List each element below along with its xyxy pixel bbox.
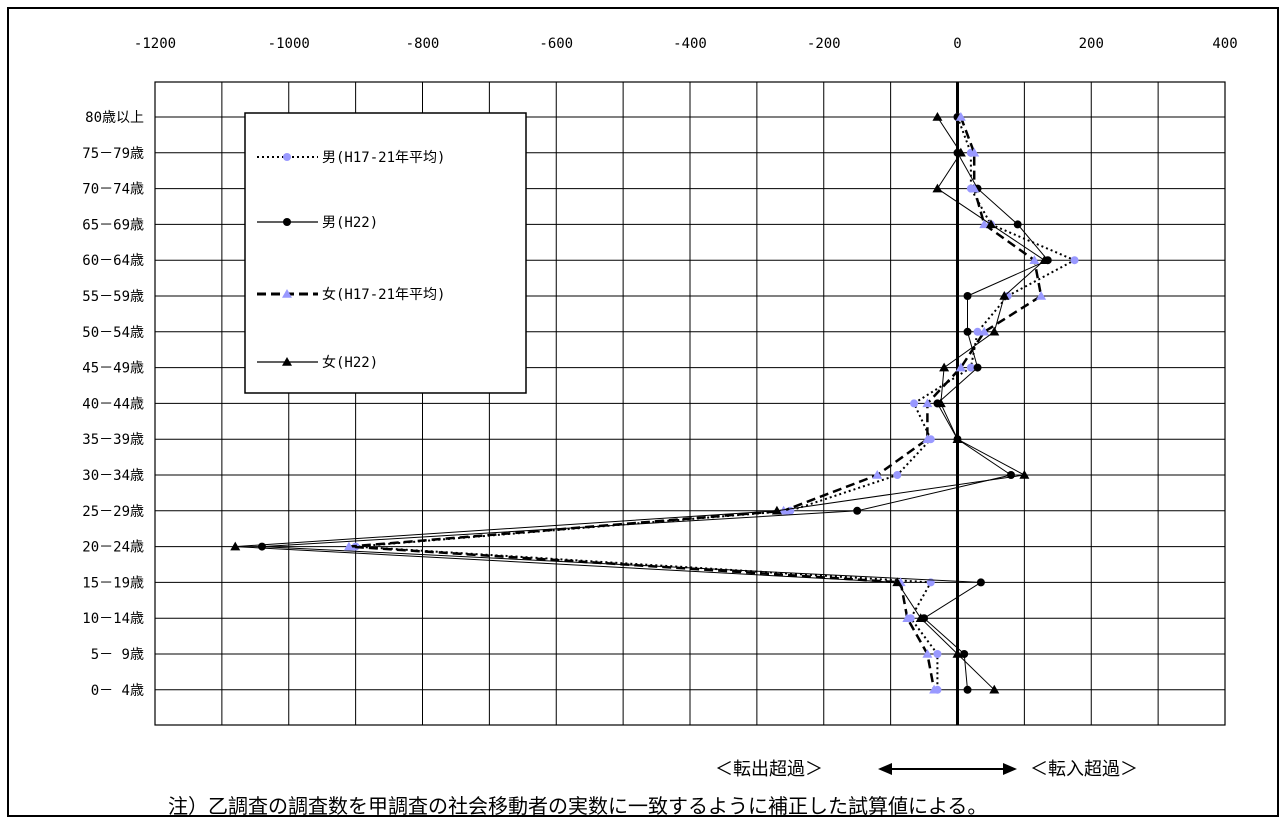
y-category-label: 60－64歳 (82, 253, 144, 269)
data-point (932, 112, 943, 121)
data-point (910, 399, 919, 408)
data-point (1039, 255, 1050, 264)
data-point (893, 471, 902, 479)
y-category-label: 40－44歳 (82, 396, 144, 412)
data-point (902, 613, 913, 622)
data-point (282, 289, 292, 298)
legend-label: 女(H22) (322, 354, 378, 371)
x-tick-label: -1000 (268, 36, 310, 52)
data-point (853, 506, 862, 515)
data-point (283, 218, 291, 226)
data-point (283, 153, 291, 161)
data-point (922, 398, 933, 408)
y-category-label: 75－79歳 (82, 146, 144, 162)
x-tick-label: 0 (953, 36, 961, 52)
axis-ticks: -1200 -1000 -800 -600 -400 -200 0 200 400 80歳以上 75… (82, 36, 1237, 699)
data-point (960, 650, 969, 658)
data-point (343, 541, 354, 551)
data-point (963, 685, 972, 694)
x-tick-label: -1200 (134, 36, 176, 52)
data-point (1019, 470, 1030, 479)
data-point (952, 649, 963, 658)
data-point (973, 327, 982, 336)
data-point (989, 684, 1000, 694)
data-point (989, 326, 1000, 336)
x-tick-label: -400 (673, 36, 707, 52)
data-point (935, 398, 946, 408)
y-category-label: 0－ 4歳 (91, 683, 144, 699)
data-point (999, 291, 1010, 300)
data-point (915, 613, 926, 622)
y-category-label: 80歳以上 (85, 110, 144, 126)
data-point (933, 650, 942, 658)
x-tick-label: 200 (1079, 36, 1104, 52)
y-category-label: 20－24歳 (82, 540, 144, 556)
y-category-label: 15－19歳 (82, 575, 144, 591)
annotations: ＜転出超過＞ ＜転入超過＞ (715, 759, 1138, 780)
outflow-label: ＜転出超過＞ (715, 759, 823, 780)
data-point (955, 362, 966, 372)
data-point (892, 577, 903, 587)
data-point (939, 362, 950, 372)
y-category-label: 10－14歳 (82, 611, 144, 627)
legend-label: 男(H22) (322, 215, 378, 231)
data-point (973, 363, 982, 372)
legend: 男(H17-21年平均) 男(H22) 女(H17-21年平均) 女(H22) (244, 112, 527, 394)
data-point (932, 183, 943, 193)
data-point (1070, 256, 1079, 265)
data-point (979, 326, 990, 336)
data-point (955, 112, 966, 121)
y-category-label: 30－34歳 (82, 468, 144, 484)
legend-label: 男(H17-21年平均) (322, 150, 445, 166)
data-point (922, 649, 933, 658)
inflow-label: ＜転入超過＞ (1030, 759, 1138, 780)
legend-box (244, 112, 527, 394)
y-category-label: 65－69歳 (82, 217, 144, 233)
x-tick-label: -800 (406, 36, 440, 52)
data-point (872, 470, 883, 479)
y-category-label: 45－49歳 (82, 361, 144, 377)
y-category-label: 55－59歳 (82, 289, 144, 305)
data-point (771, 505, 782, 515)
x-tick-label: 400 (1212, 36, 1237, 52)
data-point (1029, 255, 1040, 264)
data-point (929, 684, 940, 694)
data-point (969, 183, 980, 193)
data-point (963, 327, 972, 336)
data-point (969, 147, 980, 157)
chart: -1200 -1000 -800 -600 -400 -200 0 200 400 80歳以上 75… (82, 36, 1237, 780)
data-point (979, 219, 990, 229)
data-point (976, 578, 985, 587)
footnote: 注）乙調査の調査数を甲調査の社会移動者の実数に一致するように補正した試算値による… (168, 794, 988, 818)
data-point (230, 541, 241, 551)
data-point (985, 219, 996, 229)
y-category-label: 25－29歳 (82, 504, 144, 520)
data-point (952, 434, 963, 443)
data-point (282, 357, 292, 366)
x-tick-label: -200 (807, 36, 841, 52)
data-point (922, 434, 933, 443)
data-point (1036, 291, 1047, 300)
data-point (1013, 220, 1022, 229)
data-point (963, 292, 972, 300)
arrow-left-head (878, 763, 892, 775)
series-line (355, 116, 1077, 690)
data-point (258, 542, 266, 551)
arrow-right-head (1003, 763, 1017, 775)
x-tick-label: -600 (539, 36, 573, 52)
y-category-label: 5－ 9歳 (91, 647, 144, 663)
y-category-label: 70－74歳 (82, 182, 144, 198)
data-point (955, 147, 966, 157)
y-category-label: 50－54歳 (82, 325, 144, 341)
chart-frame (7, 7, 1279, 817)
series-layer (230, 112, 1079, 694)
y-category-label: 35－39歳 (82, 432, 144, 448)
series-4 (230, 112, 1050, 694)
data-point (966, 363, 975, 372)
legend-label: 女(H17-21年平均) (322, 286, 445, 303)
